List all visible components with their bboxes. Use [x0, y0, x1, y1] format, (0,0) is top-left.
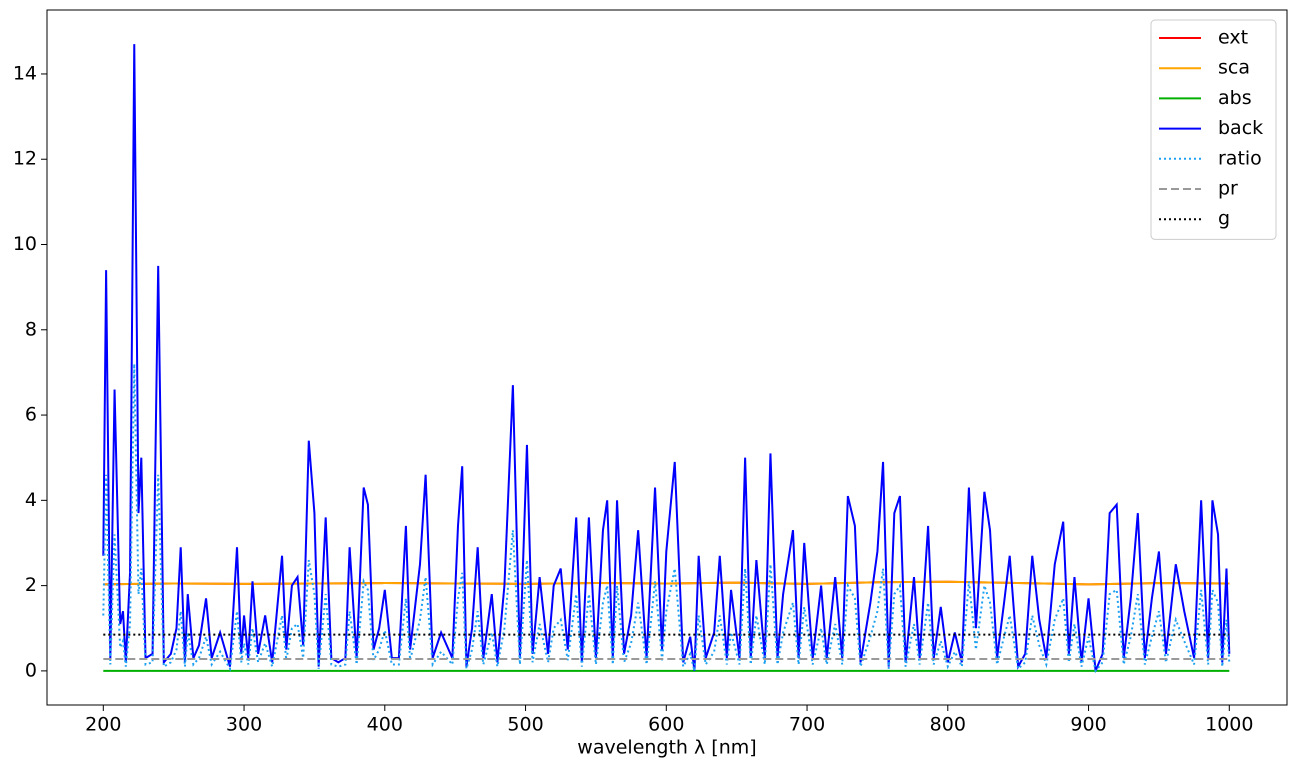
x-tick-label: 800 [930, 714, 966, 736]
x-tick-label: 300 [226, 714, 262, 736]
x-tick-label: 400 [367, 714, 403, 736]
y-tick-label: 0 [25, 659, 37, 681]
legend-label: g [1218, 208, 1230, 230]
y-tick-label: 2 [25, 574, 37, 596]
series-line [103, 580, 1230, 586]
series-line [102, 363, 1231, 674]
legend-label: pr [1218, 178, 1238, 200]
legend-box [1150, 19, 1277, 240]
y-tick-label: 4 [25, 489, 37, 511]
x-tick-label: 200 [85, 714, 121, 736]
legend-label: ext [1218, 27, 1248, 49]
plot-frame [46, 9, 1288, 706]
legend-label: ratio [1218, 147, 1262, 169]
x-tick-label: 500 [507, 714, 543, 736]
x-tick-label: 1000 [1205, 714, 1253, 736]
legend-label: sca [1218, 57, 1250, 79]
legend-label: back [1218, 117, 1263, 139]
series-line [102, 44, 1231, 672]
y-tick-label: 8 [25, 318, 37, 340]
x-tick-label: 600 [648, 714, 684, 736]
legend-label: abs [1218, 87, 1252, 109]
y-tick-label: 6 [25, 404, 37, 426]
y-tick-label: 14 [13, 62, 37, 84]
x-axis-label: wavelength λ [nm] [577, 737, 756, 759]
y-tick-label: 12 [13, 148, 37, 170]
x-tick-label: 900 [1070, 714, 1106, 736]
y-tick-label: 10 [13, 233, 37, 255]
x-tick-label: 700 [789, 714, 825, 736]
